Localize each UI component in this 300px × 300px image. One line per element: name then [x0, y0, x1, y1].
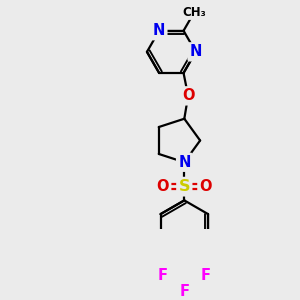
Text: N: N: [153, 23, 165, 38]
Text: S: S: [178, 179, 190, 194]
Text: N: N: [178, 155, 190, 170]
Text: O: O: [157, 179, 169, 194]
Text: N: N: [190, 44, 202, 59]
Text: F: F: [201, 268, 211, 283]
Text: O: O: [182, 88, 194, 104]
Text: F: F: [179, 284, 189, 299]
Text: F: F: [158, 268, 168, 283]
Text: O: O: [200, 179, 212, 194]
Text: CH₃: CH₃: [182, 6, 206, 19]
